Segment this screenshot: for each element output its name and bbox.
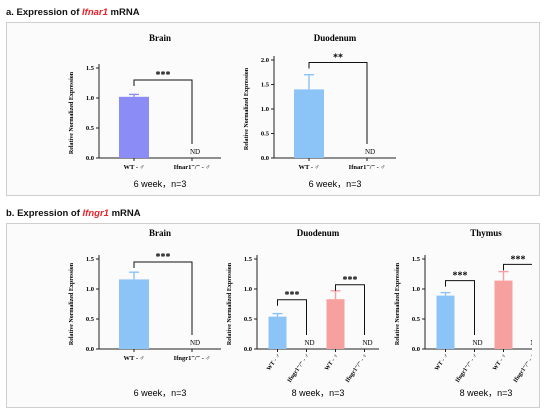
chart-a-duodenum: Duodenum Relative Normalized Expression 0.…: [244, 33, 396, 189]
x-tick-label: Ifnar1⁻/⁻ - ♂: [174, 164, 211, 171]
significance-bracket: [503, 263, 532, 335]
y-axis-label: Relative Normalized Expression: [395, 262, 401, 345]
chart-title: Brain: [149, 228, 171, 238]
bar: [436, 295, 455, 349]
chart-title: Brain: [149, 33, 171, 43]
chart-caption: 8 week，n=3: [292, 388, 345, 398]
section-b-gene: Ifngr1: [82, 208, 109, 219]
nd-label: ND: [304, 339, 314, 347]
y-tick-label: 0.5: [412, 316, 421, 323]
y-tick-label: 1.5: [412, 256, 421, 263]
section-b-title: b. Expression of Ifngr1 mRNA: [6, 208, 141, 219]
y-tick-label: 1.0: [86, 286, 94, 293]
nd-label: ND: [190, 148, 200, 156]
chart-b-thymus: Thymus Relative Normalized Expression 0.0 0…: [395, 228, 532, 398]
panel-b: Brain Relative Normalized Expression 0.0 0.…: [6, 223, 540, 408]
significance-bracket: [277, 299, 307, 335]
x-tick-label: Ifngr1⁻/⁻ - ♂: [174, 355, 211, 362]
chart-caption: 6 week，n=3: [309, 179, 362, 189]
y-tick-label: 1.0: [244, 286, 252, 293]
significance-label: **: [333, 52, 343, 63]
y-tick-label: 0.5: [261, 131, 270, 138]
x-tick-label: WT - ♂: [123, 355, 144, 362]
bar: [268, 316, 287, 349]
x-tick-label: WT - ♂: [298, 164, 319, 171]
significance-label: ***: [511, 254, 526, 265]
y-tick-label: 1.0: [412, 286, 420, 293]
significance-label: ***: [285, 290, 300, 301]
bar: [494, 280, 513, 349]
y-tick-label: 1.5: [261, 82, 270, 89]
y-tick-label: 0.0: [86, 346, 94, 353]
y-tick-label: 2.0: [261, 57, 269, 64]
significance-label: ***: [156, 70, 171, 81]
chart-a-brain: Brain Relative Normalized Expression 0.0 0.…: [69, 33, 221, 189]
chart-title: Duodenum: [314, 33, 357, 43]
chart-title: Duodenum: [297, 228, 340, 238]
x-tick-label: Ifnar1⁻/⁻ - ♂: [349, 164, 386, 171]
y-tick-label: 1.0: [261, 106, 269, 113]
y-tick-label: 1.5: [244, 256, 253, 263]
nd-label: ND: [362, 339, 372, 347]
significance-bracket: [445, 280, 475, 335]
y-tick-label: 0.5: [244, 316, 253, 323]
section-a-suffix: mRNA: [107, 7, 140, 18]
y-tick-label: 1.5: [86, 65, 95, 72]
y-axis-label: Relative Normalized Expression: [69, 71, 75, 154]
chart-b-duodenum: Duodenum Relative Normalized Expression 0.…: [227, 228, 379, 398]
chart-caption: 8 week，n=3: [460, 388, 513, 398]
x-tick-label: Ifngr1⁻/⁻ - ♂: [287, 353, 311, 384]
x-tick-label: Ifngr1⁻/⁻ - ♀: [513, 353, 532, 384]
nd-label: ND: [530, 339, 532, 347]
bar: [119, 96, 149, 158]
chart-b-brain: Brain Relative Normalized Expression 0.0 0.…: [69, 228, 221, 398]
y-tick-label: 0.0: [86, 155, 94, 162]
section-a-title: a. Expression of Ifnar1 mRNA: [6, 7, 140, 18]
significance-bracket: [335, 284, 365, 335]
x-tick-label: WT - ♀: [324, 353, 340, 372]
y-axis-label: Relative Normalized Expression: [69, 262, 75, 345]
bar: [326, 299, 345, 349]
x-tick-label: Ifngr1⁻/⁻ - ♂: [455, 353, 479, 384]
chart-caption: 6 week，n=3: [134, 388, 187, 398]
section-b-prefix: b. Expression of: [6, 208, 83, 219]
y-tick-label: 0.0: [412, 346, 420, 353]
section-b-suffix: mRNA: [108, 208, 141, 219]
x-tick-label: WT - ♀: [492, 353, 508, 372]
y-axis-label: Relative Normalized Expression: [227, 262, 233, 345]
section-a-prefix: a. Expression of: [6, 7, 83, 18]
significance-label: ***: [453, 271, 468, 282]
y-axis-label: Relative Normalized Expression: [244, 67, 250, 150]
significance-bracket: [133, 79, 193, 144]
y-tick-label: 0.5: [86, 125, 95, 132]
x-tick-label: WT - ♂: [434, 353, 450, 372]
chart-title: Thymus: [470, 228, 502, 238]
significance-label: ***: [343, 275, 358, 286]
section-a-gene: Ifnar1: [82, 7, 108, 18]
nd-label: ND: [190, 339, 200, 347]
significance-bracket: [133, 261, 193, 335]
y-tick-label: 0.0: [261, 155, 269, 162]
bar: [294, 89, 324, 158]
significance-label: ***: [156, 252, 171, 263]
nd-label: ND: [365, 148, 375, 156]
significance-bracket: [308, 61, 368, 144]
y-tick-label: 0.0: [244, 346, 252, 353]
y-tick-label: 1.5: [86, 256, 95, 263]
chart-caption: 6 week，n=3: [134, 179, 187, 189]
y-tick-label: 0.5: [86, 316, 95, 323]
nd-label: ND: [472, 339, 482, 347]
bar: [119, 279, 149, 349]
x-tick-label: Ifngr1⁻/⁻ - ♀: [345, 353, 369, 384]
y-tick-label: 1.0: [86, 95, 94, 102]
x-tick-label: WT - ♂: [266, 353, 282, 372]
panel-a: Brain Relative Normalized Expression 0.0 0.…: [6, 22, 540, 196]
x-tick-label: WT - ♂: [123, 164, 144, 171]
